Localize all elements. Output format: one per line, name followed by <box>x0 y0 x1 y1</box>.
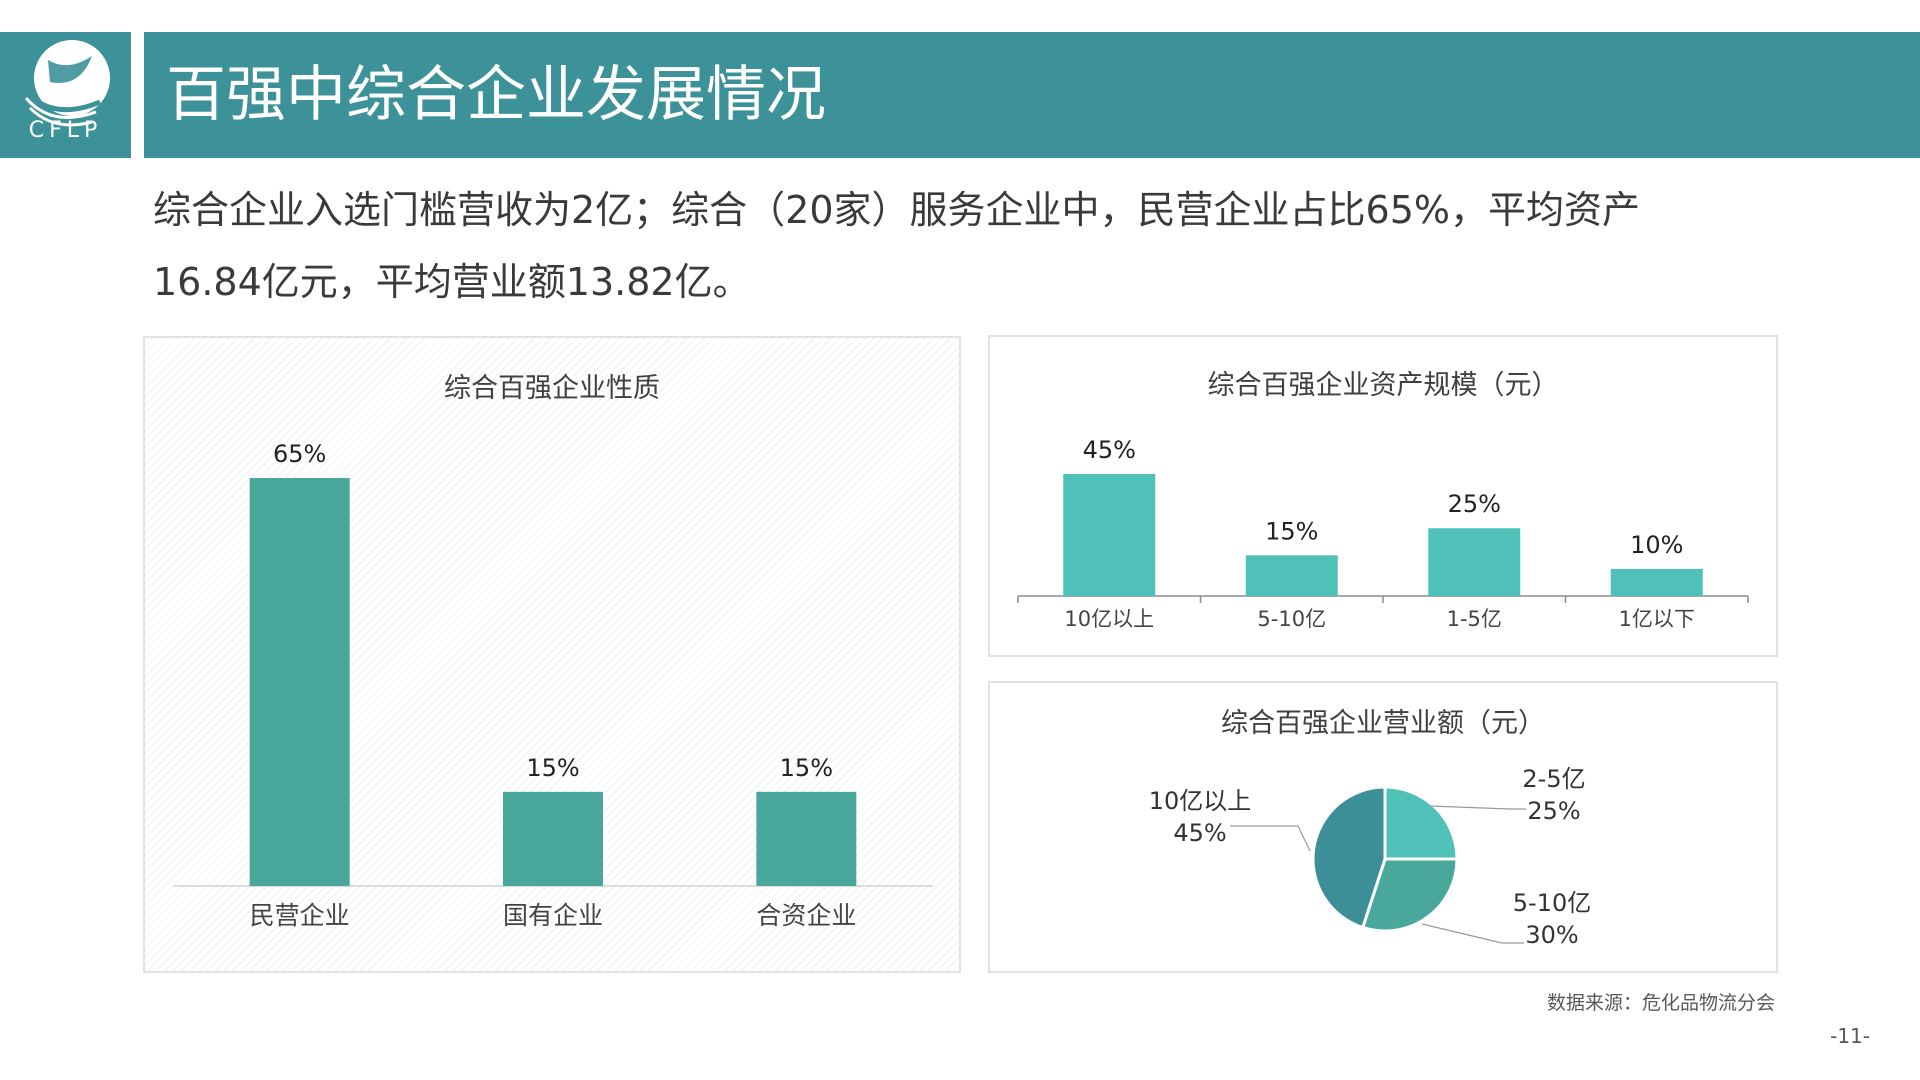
pie-slice <box>1360 857 1459 933</box>
data-label: 45% <box>1083 436 1136 464</box>
data-label: 10% <box>1630 531 1683 559</box>
bar <box>1610 568 1703 596</box>
pie-slice <box>1383 785 1459 861</box>
leader-line <box>1230 825 1311 852</box>
globe-logo-icon <box>22 40 110 127</box>
title-bar: 百强中综合企业发展情况 <box>144 32 1920 158</box>
bar <box>1428 528 1521 596</box>
bar <box>1063 474 1156 596</box>
chart-title: 综合百强企业性质 <box>444 373 660 404</box>
pie-slice <box>1311 785 1387 930</box>
category-label: 1亿以下 <box>1619 607 1695 631</box>
bar <box>249 478 350 886</box>
bar <box>503 791 603 886</box>
data-source: 数据来源：危化品物流分会 <box>1546 992 1775 1014</box>
category-label: 合资企业 <box>756 901 856 930</box>
asset-bar-chart: 45% 10亿以上 15% 5-10亿 25% 1-5亿 10% 1亿以下 <box>1017 436 1749 631</box>
slice-percent-label: 45% <box>1173 819 1226 847</box>
chart-title: 综合百强企业营业额（元） <box>1221 708 1545 739</box>
leader-line <box>1421 923 1524 944</box>
chart-title: 综合百强企业资产规模（元） <box>1207 370 1559 401</box>
asset-chart-panel: 综合百强企业资产规模（元） 45% 10亿以上 15% 5-10亿 25% 1-5亿 10%… <box>988 335 1778 657</box>
category-label: 10亿以上 <box>1064 607 1154 631</box>
revenue-pie-chart: 2-5亿 25% 5-10亿 30% 10亿以上 45% <box>1149 765 1592 949</box>
summary-text: 综合企业入选门槛营收为2亿；综合（20家）服务企业中，民营企业占比65%，平均资… <box>153 188 1640 304</box>
bar <box>756 791 857 886</box>
page-title: 百强中综合企业发展情况 <box>166 60 826 130</box>
category-label: 国有企业 <box>503 901 603 930</box>
data-label: 65% <box>273 440 326 468</box>
data-label: 15% <box>526 754 579 782</box>
data-label: 15% <box>780 754 833 782</box>
logo: CFLP <box>0 32 131 158</box>
slice-category-label: 5-10亿 <box>1513 889 1591 917</box>
nature-bar-chart: 65% 民营企业 15% 国有企业 15% 合资企业 <box>173 440 933 930</box>
data-label: 25% <box>1448 490 1501 518</box>
data-label: 15% <box>1265 517 1318 545</box>
bar <box>1245 555 1338 596</box>
category-label: 1-5亿 <box>1447 607 1502 631</box>
page-number: -11- <box>1830 1024 1870 1048</box>
category-label: 民营企业 <box>250 901 350 930</box>
logo-text: CFLP <box>28 118 103 143</box>
slice-category-label: 10亿以上 <box>1149 787 1252 815</box>
slice-percent-label: 25% <box>1527 797 1580 825</box>
nature-chart-panel: 综合百强企业性质 65% 民营企业 15% 国有企业 15% 合资企业 <box>143 336 961 973</box>
slice-category-label: 2-5亿 <box>1522 765 1585 793</box>
category-label: 5-10亿 <box>1257 607 1326 631</box>
slice-percent-label: 30% <box>1525 921 1578 949</box>
leader-line <box>1429 805 1526 810</box>
revenue-chart-panel: 综合百强企业营业额（元） 2-5亿 25% 5-10亿 30% 10亿以上 45% <box>988 681 1778 973</box>
